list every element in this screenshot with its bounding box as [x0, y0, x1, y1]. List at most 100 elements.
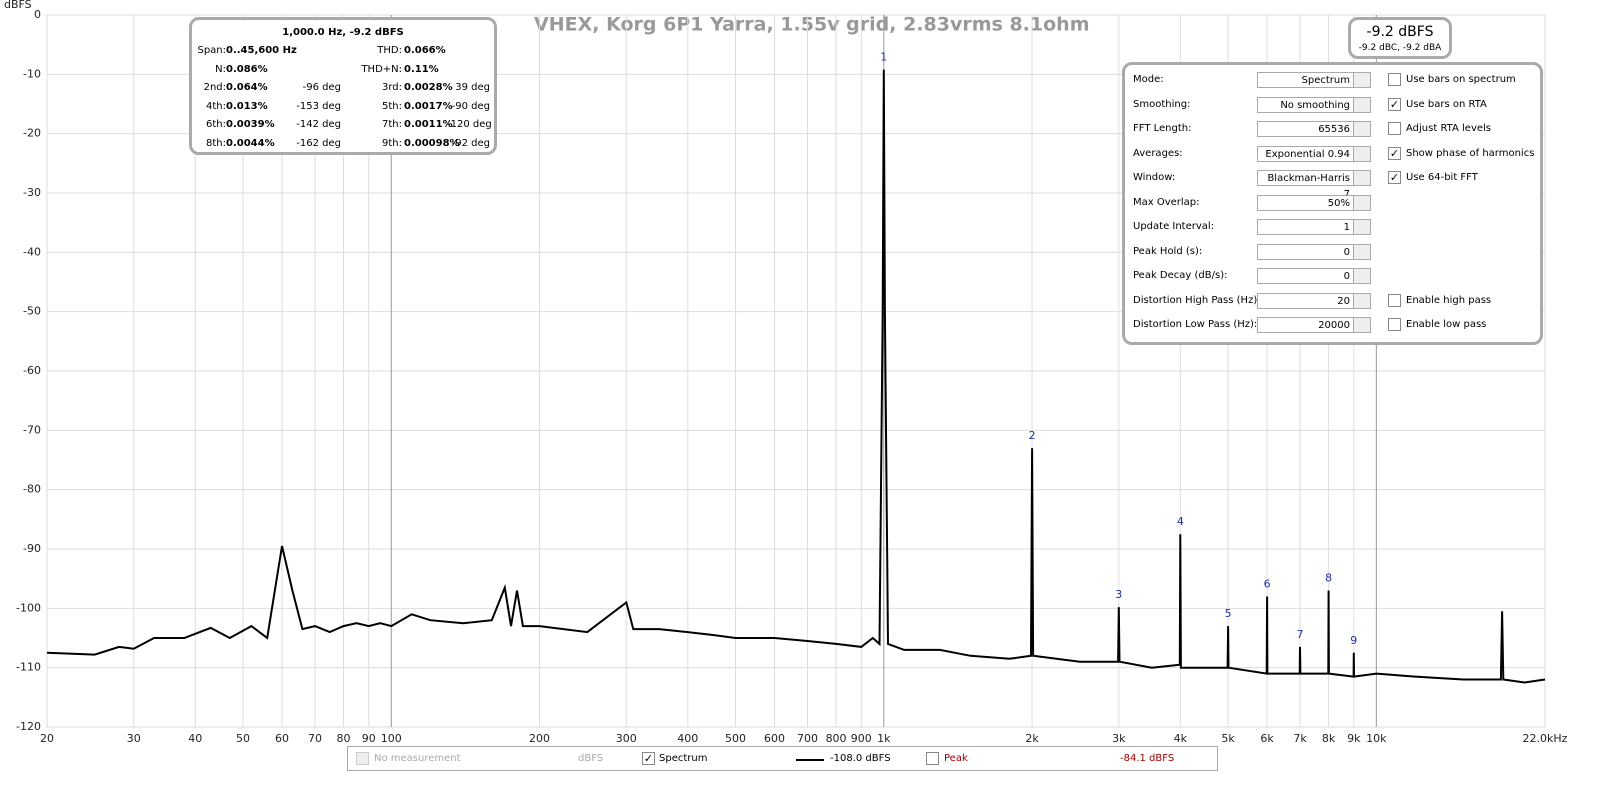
spectrum-line — [46, 69, 1546, 684]
control-value[interactable]: 0 — [1257, 268, 1371, 284]
distortion-cell: 0.013% — [226, 100, 268, 112]
x-tick-label: 4k — [1174, 732, 1188, 745]
x-tick-label: 200 — [529, 732, 550, 745]
control-value[interactable]: 0 — [1257, 243, 1371, 260]
distortion-cell: 0.00098% — [404, 138, 460, 149]
distortion-cell: N: — [215, 63, 226, 75]
distortion-cell: -96 deg — [302, 82, 341, 94]
level-sub: -9.2 dBC, -9.2 dBA — [1358, 43, 1442, 53]
checkbox[interactable] — [1388, 122, 1401, 135]
harmonic-label: 4 — [1177, 515, 1184, 528]
control-label: Distortion Low Pass (Hz): — [1133, 319, 1258, 330]
y-tick-label: -70 — [23, 423, 41, 436]
checkbox-label[interactable]: Enable low pass — [1406, 319, 1487, 330]
distortion-cell: 0.11% — [404, 63, 439, 75]
harmonic-label: 9 — [1350, 634, 1357, 647]
harmonic-label: 3 — [1115, 588, 1122, 601]
control-label: Distortion High Pass (Hz): — [1133, 294, 1261, 306]
control-label: Window: — [1133, 172, 1176, 183]
distortion-cell: THD: — [377, 45, 402, 56]
distortion-cell: 8th: — [206, 138, 226, 149]
peak-level: -84.1 dBFS — [1120, 753, 1175, 764]
y-tick-label: -20 — [23, 127, 41, 140]
level-main: -9.2 dBFS — [1366, 24, 1434, 40]
harmonic-label: 1 — [880, 51, 887, 64]
x-tick-label: 5k — [1221, 732, 1235, 745]
y-tick-label: -80 — [23, 483, 41, 496]
checkbox-label[interactable]: Use bars on spectrum — [1406, 74, 1516, 85]
distortion-cell: 0.064% — [226, 82, 268, 94]
peak-label[interactable]: Peak — [944, 753, 968, 764]
x-tick-label: 50 — [236, 732, 250, 745]
spectrum-label[interactable]: Spectrum — [659, 753, 708, 764]
checkbox-label[interactable]: Enable high pass — [1406, 294, 1492, 306]
x-tick-label: 700 — [797, 732, 818, 745]
distortion-cell: 9th: — [382, 138, 402, 149]
checkbox[interactable] — [1388, 293, 1401, 307]
y-tick-label: -40 — [23, 245, 41, 258]
control-value[interactable]: 20000 — [1257, 317, 1371, 333]
x-tick-label: 900 — [851, 732, 872, 745]
x-tick-label: 9k — [1347, 732, 1361, 745]
distortion-cell: 0.0017% — [404, 100, 453, 112]
x-tick-label: 100 — [381, 732, 402, 745]
checkbox[interactable]: ✓ — [1388, 171, 1401, 184]
y-tick-label: -50 — [23, 305, 41, 318]
no-measurement: No measurement — [374, 753, 461, 764]
y-tick-label: -60 — [23, 364, 41, 377]
spectrum-level: -108.0 dBFS — [830, 753, 891, 764]
legend-line — [796, 759, 824, 761]
checkbox-label[interactable]: Show phase of harmonics — [1406, 147, 1535, 159]
y-tick-label: 0 — [34, 8, 41, 21]
control-label: Update Interval: — [1133, 221, 1215, 232]
distortion-cell: 39 deg — [455, 82, 490, 94]
checkbox[interactable]: ✓ — [642, 752, 655, 765]
x-tick-label: 10k — [1366, 732, 1387, 745]
x-tick-label: 90 — [362, 732, 376, 745]
x-tick-label: 6k — [1260, 732, 1274, 745]
distortion-cell: -90 deg — [451, 100, 490, 112]
control-value[interactable]: Spectrum — [1257, 72, 1371, 88]
level-panel: -9.2 dBFS -9.2 dBC, -9.2 dBA — [1348, 17, 1452, 59]
control-value[interactable]: 1 — [1257, 219, 1371, 235]
control-value[interactable]: Blackman-Harris 7 — [1257, 170, 1371, 200]
distortion-cell: 3rd: — [381, 82, 402, 94]
distortion-cell: -153 deg — [296, 100, 341, 112]
checkbox[interactable]: ✓ — [1388, 146, 1401, 160]
checkbox-label[interactable]: Use bars on RTA — [1406, 98, 1487, 110]
x-tick-label: 500 — [725, 732, 746, 745]
distortion-cell: 2nd: — [203, 82, 226, 94]
control-label: Averages: — [1133, 147, 1183, 159]
y-tick-label: -90 — [23, 542, 41, 555]
checkbox[interactable] — [1388, 318, 1401, 331]
legend-bar: No measurement dBFS ✓ Spectrum -108.0 dBFS Pe… — [347, 746, 1218, 771]
control-value[interactable]: Exponential 0.94 — [1257, 145, 1371, 162]
x-tick-label: 40 — [188, 732, 202, 745]
checkbox-label[interactable]: Adjust RTA levels — [1406, 123, 1491, 134]
x-tick-label: 2k — [1025, 732, 1039, 745]
distortion-cell: 0.086% — [226, 63, 268, 75]
control-label: Peak Decay (dB/s): — [1133, 270, 1228, 281]
distortion-cell: 0..45,600 Hz — [226, 45, 297, 56]
no-measurement-unit: dBFS — [578, 753, 604, 764]
x-tick-label: 1k — [877, 732, 891, 745]
x-tick-label: 3k — [1112, 732, 1126, 745]
control-label: Max Overlap: — [1133, 196, 1200, 208]
control-value[interactable]: No smoothing — [1257, 96, 1371, 113]
checkbox[interactable]: ✓ — [1388, 97, 1401, 111]
checkbox-label[interactable]: Use 64-bit FFT — [1406, 172, 1478, 183]
distortion-cell: -162 deg — [296, 138, 341, 149]
checkbox[interactable] — [1388, 73, 1401, 86]
checkbox[interactable] — [926, 752, 939, 765]
control-label: Peak Hold (s): — [1133, 245, 1203, 257]
control-value[interactable]: 50% — [1257, 194, 1371, 211]
control-value[interactable]: 20 — [1257, 292, 1371, 309]
y-axis-label: dBFS — [4, 0, 32, 11]
distortion-cell: THD+N: — [361, 63, 402, 75]
control-value[interactable]: 65536 — [1257, 121, 1371, 137]
distortion-cell: 0.0039% — [226, 119, 275, 131]
distortion-cell: Span: — [197, 45, 226, 56]
harmonic-label: 6 — [1264, 577, 1271, 590]
harmonic-label: 5 — [1225, 607, 1232, 620]
y-tick-label: -120 — [16, 720, 41, 733]
